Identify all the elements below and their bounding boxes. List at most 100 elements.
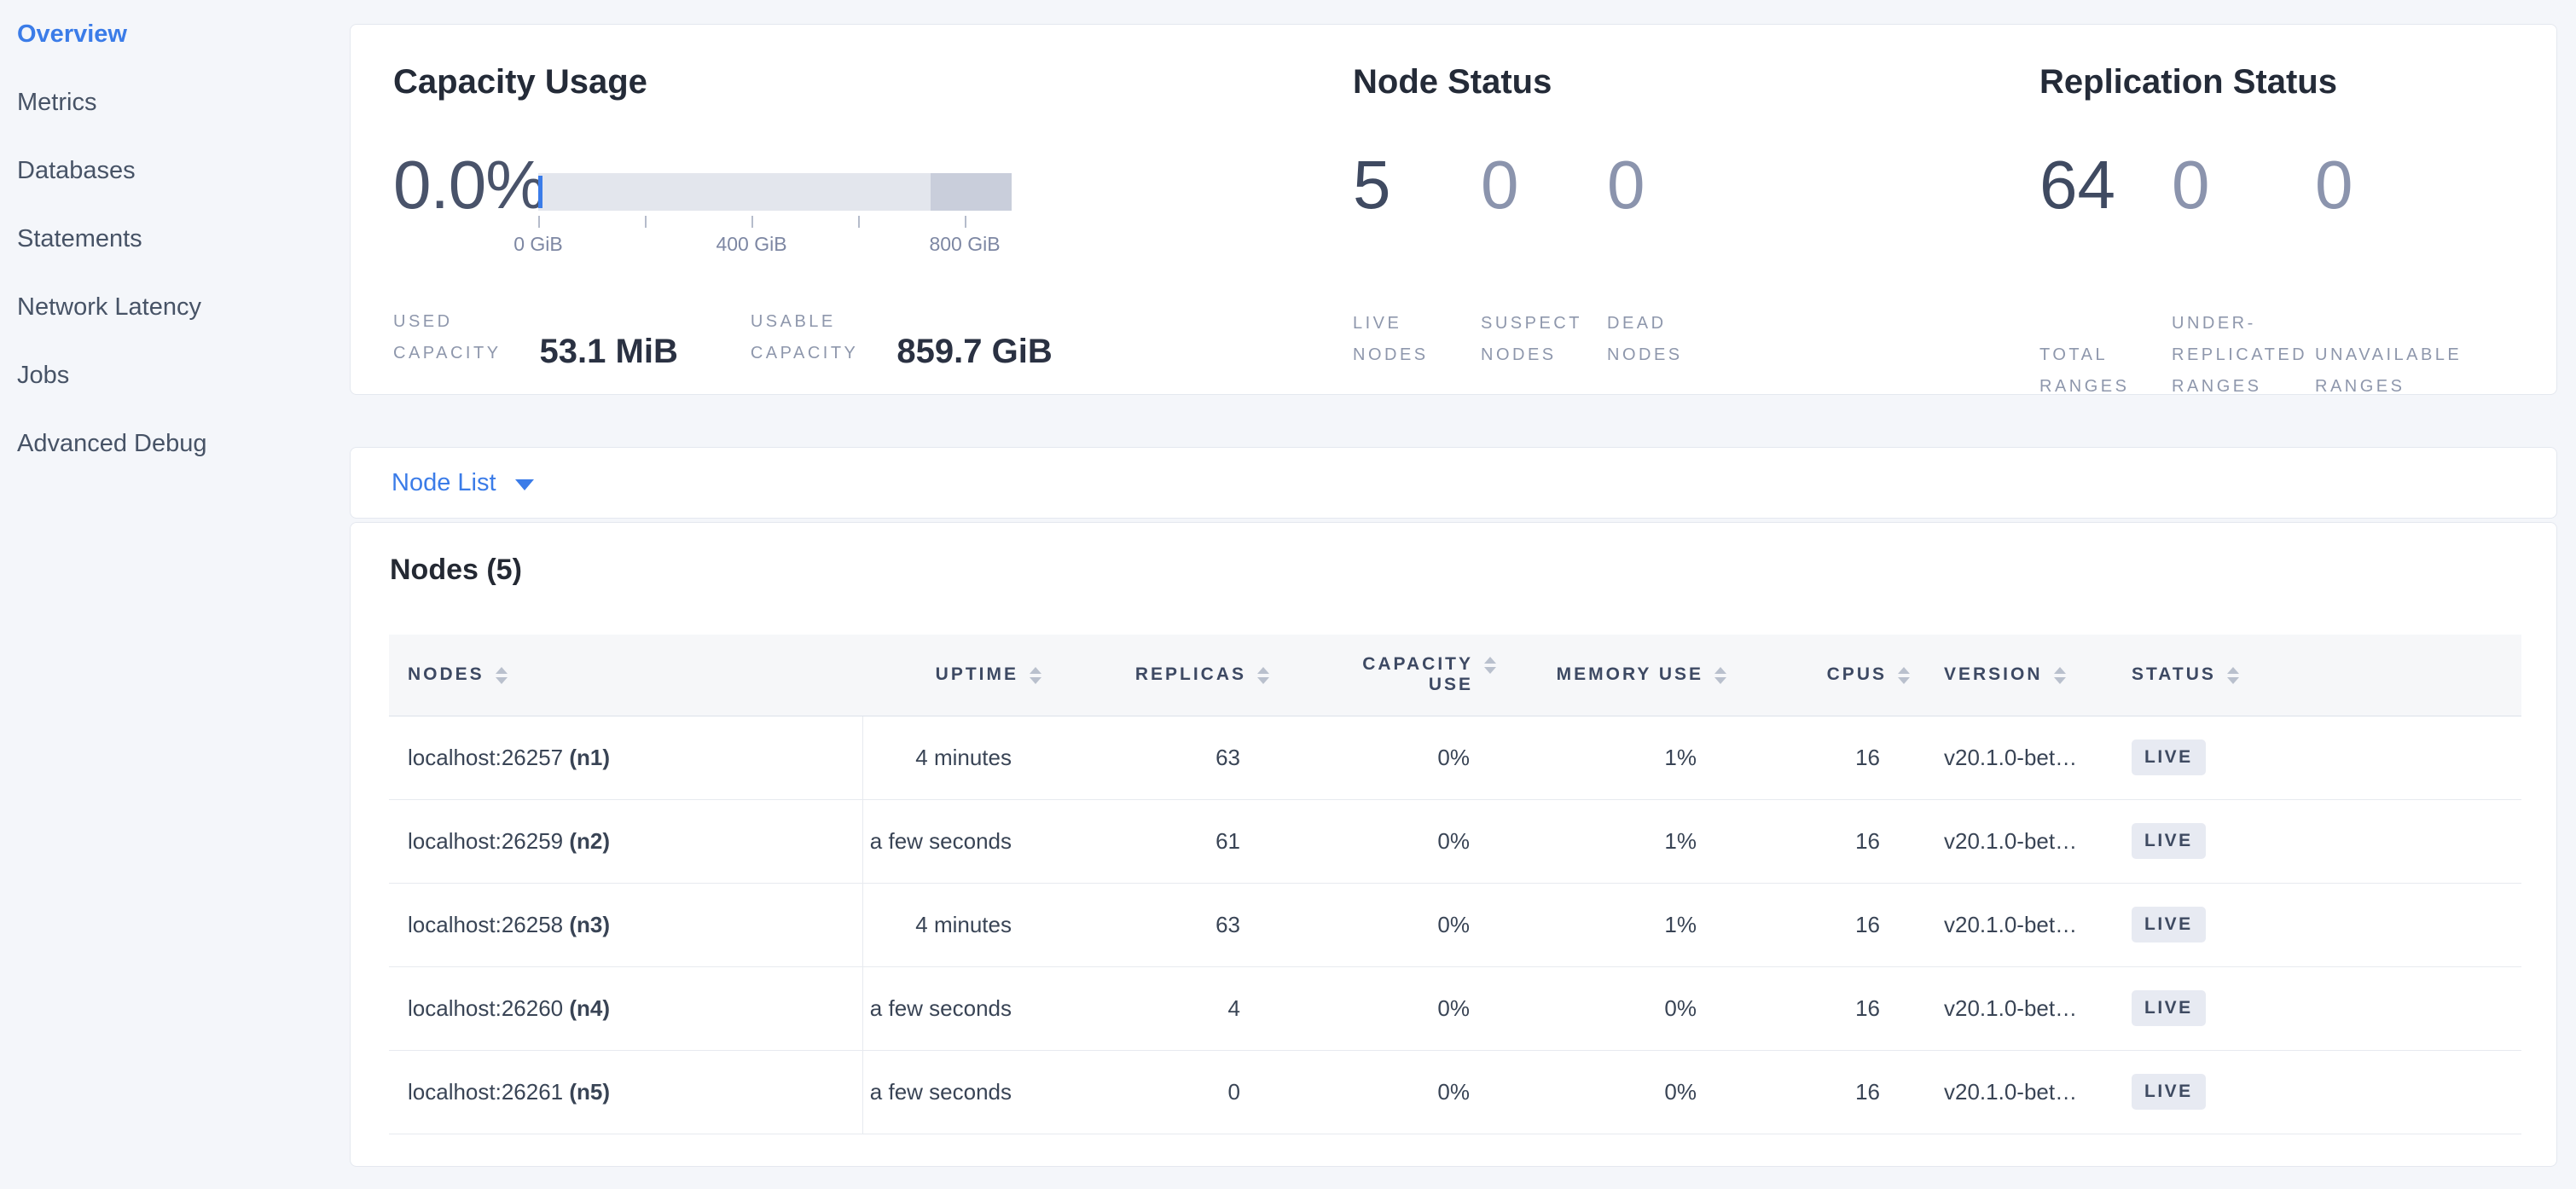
memory-cell: 0% bbox=[1496, 966, 1726, 1051]
sidebar-item-databases[interactable]: Databases bbox=[17, 156, 136, 184]
usable-capacity-value: 859.7 GiB bbox=[896, 333, 1053, 370]
capacity-usage-title: Capacity Usage bbox=[393, 63, 647, 101]
column-header-cpus[interactable]: CPUS bbox=[1726, 635, 1910, 716]
capacity-cell: 0% bbox=[1269, 1050, 1496, 1134]
memory-cell: 0% bbox=[1496, 1050, 1726, 1134]
sidebar-item-advanced-debug[interactable]: Advanced Debug bbox=[17, 429, 207, 457]
uptime-cell: 4 minutes bbox=[862, 883, 1041, 967]
uptime-cell: a few seconds bbox=[862, 1050, 1041, 1134]
sidebar-item-overview[interactable]: Overview bbox=[17, 20, 127, 48]
column-header-uptime[interactable]: UPTIME bbox=[862, 635, 1041, 716]
replication-labels: TOTAL RANGES UNDER- REPLICATED RANGES UN… bbox=[2039, 308, 2469, 403]
sidebar-item-jobs[interactable]: Jobs bbox=[17, 361, 70, 389]
memory-use-header-label: MEMORY USE bbox=[1556, 664, 1703, 685]
memory-cell: 1% bbox=[1496, 716, 1726, 800]
axis-label-0gib: 0 GiB bbox=[513, 233, 563, 255]
node-row[interactable]: localhost:26261 (n5) a few seconds 0 0% … bbox=[389, 1050, 2521, 1134]
sort-icon bbox=[2226, 667, 2239, 685]
status-cell: LIVE bbox=[2097, 716, 2270, 800]
node-address: localhost:26261 bbox=[408, 1078, 564, 1105]
capacity-gauge-ticks bbox=[538, 216, 1012, 229]
uptime-cell: a few seconds bbox=[862, 966, 1041, 1051]
version-cell: v20.1.0-bet… bbox=[1910, 883, 2097, 967]
column-header-status[interactable]: STATUS bbox=[2097, 635, 2270, 716]
status-badge: LIVE bbox=[2132, 740, 2206, 775]
column-header-replicas[interactable]: REPLICAS bbox=[1041, 635, 1269, 716]
node-row[interactable]: localhost:26257 (n1) 4 minutes 63 0% 1% … bbox=[389, 716, 2521, 800]
used-capacity-value: 53.1 MiB bbox=[539, 333, 678, 370]
capacity-cell: 0% bbox=[1269, 966, 1496, 1051]
suspect-nodes-label: SUSPECT NODES bbox=[1481, 314, 1582, 364]
column-header-nodes[interactable]: NODES bbox=[389, 635, 862, 716]
capacity-gauge: 0 GiB 400 GiB 800 GiB bbox=[513, 173, 1012, 257]
nodes-card: Nodes (5) NODES UPTIME REPLICAS CAPACITY… bbox=[350, 522, 2557, 1167]
node-address: localhost:26258 bbox=[408, 911, 564, 937]
capacity-gauge-used-marker bbox=[538, 176, 542, 208]
capacity-used-percent: 0.0% bbox=[393, 147, 546, 223]
node-id: (n4) bbox=[569, 995, 611, 1021]
node-id: (n1) bbox=[569, 744, 611, 770]
version-header-label: VERSION bbox=[1944, 664, 2043, 685]
cluster-summary-card: Capacity Usage 0.0% 0 GiB 400 GiB 800 Gi… bbox=[350, 24, 2557, 396]
replicas-cell: 4 bbox=[1041, 966, 1269, 1051]
node-row[interactable]: localhost:26259 (n2) a few seconds 61 0%… bbox=[389, 799, 2521, 884]
version-cell: v20.1.0-bet… bbox=[1910, 799, 2097, 884]
under-replicated-ranges-count: 0 bbox=[2172, 147, 2210, 223]
version-cell: v20.1.0-bet… bbox=[1910, 1050, 2097, 1134]
nodes-table-header-row: NODES UPTIME REPLICAS CAPACITY USE MEMOR… bbox=[389, 635, 2521, 716]
capacity-use-header-label: CAPACITY USE bbox=[1362, 654, 1473, 695]
sort-icon bbox=[1714, 667, 1726, 685]
node-address-cell[interactable]: localhost:26261 (n5) bbox=[389, 1050, 863, 1134]
cpus-cell: 16 bbox=[1726, 966, 1910, 1051]
replicas-cell: 63 bbox=[1041, 883, 1269, 967]
cpus-cell: 16 bbox=[1726, 1050, 1910, 1134]
column-header-memory-use[interactable]: MEMORY USE bbox=[1496, 635, 1726, 716]
uptime-cell: 4 minutes bbox=[862, 716, 1041, 800]
cpus-cell: 16 bbox=[1726, 716, 1910, 800]
node-address: localhost:26259 bbox=[408, 827, 564, 854]
node-address: localhost:26260 bbox=[408, 995, 564, 1021]
cpus-cell: 16 bbox=[1726, 883, 1910, 967]
node-address-cell[interactable]: localhost:26258 (n3) bbox=[389, 883, 863, 967]
suspect-nodes-count: 0 bbox=[1481, 147, 1519, 223]
version-cell: v20.1.0-bet… bbox=[1910, 716, 2097, 800]
node-list-dropdown[interactable]: Node List bbox=[392, 469, 534, 497]
sidebar-item-network-latency[interactable]: Network Latency bbox=[17, 293, 201, 321]
node-address-cell[interactable]: localhost:26260 (n4) bbox=[389, 966, 863, 1051]
status-header-label: STATUS bbox=[2132, 664, 2216, 685]
capacity-cell: 0% bbox=[1269, 883, 1496, 967]
sort-icon bbox=[1257, 667, 1269, 685]
version-cell: v20.1.0-bet… bbox=[1910, 966, 2097, 1051]
used-capacity-label: USED CAPACITY bbox=[393, 312, 502, 362]
under-replicated-ranges-label: UNDER- REPLICATED RANGES bbox=[2172, 314, 2308, 396]
status-cell: LIVE bbox=[2097, 799, 2270, 884]
memory-cell: 1% bbox=[1496, 883, 1726, 967]
replication-values: 64 0 0 bbox=[2039, 146, 2469, 224]
sort-icon bbox=[495, 667, 508, 685]
column-header-capacity-use[interactable]: CAPACITY USE bbox=[1269, 635, 1496, 716]
node-id: (n2) bbox=[569, 827, 611, 854]
status-badge: LIVE bbox=[2132, 990, 2206, 1026]
node-row[interactable]: localhost:26260 (n4) a few seconds 4 0% … bbox=[389, 966, 2521, 1051]
node-row[interactable]: localhost:26258 (n3) 4 minutes 63 0% 1% … bbox=[389, 883, 2521, 967]
sidebar-item-metrics[interactable]: Metrics bbox=[17, 88, 97, 116]
node-address-cell[interactable]: localhost:26257 (n1) bbox=[389, 716, 863, 800]
sort-icon bbox=[2053, 667, 2066, 685]
node-list-dropdown-label: Node List bbox=[392, 468, 496, 496]
sort-icon bbox=[1898, 667, 1910, 685]
sort-icon bbox=[1030, 667, 1041, 685]
axis-label-800gib: 800 GiB bbox=[929, 233, 1001, 255]
node-status-labels: LIVE NODES SUSPECT NODES DEAD NODES bbox=[1353, 308, 1752, 371]
replicas-cell: 63 bbox=[1041, 716, 1269, 800]
node-address-cell[interactable]: localhost:26259 (n2) bbox=[389, 799, 863, 884]
replication-status-title: Replication Status bbox=[2039, 63, 2337, 101]
view-selector-bar: Node List bbox=[350, 447, 2557, 519]
sort-icon bbox=[1484, 657, 1496, 675]
status-badge: LIVE bbox=[2132, 907, 2206, 942]
unavailable-ranges-label: UNAVAILABLE RANGES bbox=[2315, 345, 2463, 396]
column-header-version[interactable]: VERSION bbox=[1910, 635, 2097, 716]
sidebar-item-statements[interactable]: Statements bbox=[17, 224, 142, 252]
cpus-header-label: CPUS bbox=[1826, 664, 1887, 685]
nodes-header-label: NODES bbox=[408, 664, 484, 685]
nodes-section-title: Nodes (5) bbox=[390, 554, 522, 586]
